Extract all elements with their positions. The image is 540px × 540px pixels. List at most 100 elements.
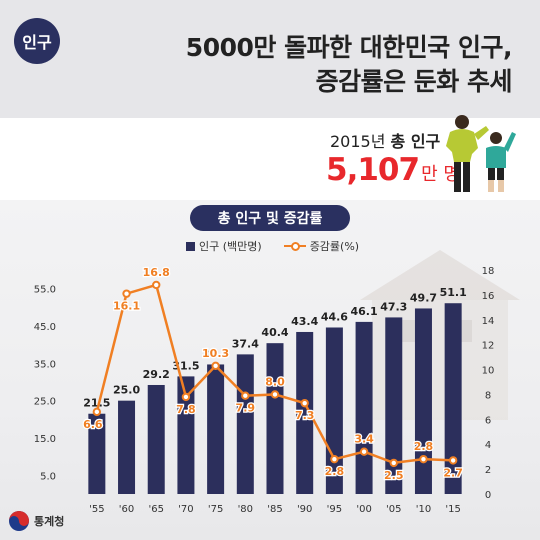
y-right-tick-label: 4 (485, 440, 491, 451)
legend-line-swatch (283, 241, 306, 251)
stat-value: 5,107 만 명 (326, 152, 460, 188)
population-bar (296, 331, 314, 494)
y-left-tick-label: 5.0 (40, 471, 56, 482)
growth-rate-labels: 6.6 16.1 16.8 7.8 10.3 7.9 8.0 7.3 2.8 3.4 2.5 2.8 2… (82, 265, 464, 483)
growth-rate-label: 6.6 (83, 418, 103, 431)
growth-rate-point (241, 391, 250, 400)
growth-rate-point (330, 454, 339, 464)
x-tick-label: '65 (148, 504, 163, 515)
growth-rate-label: 16.1 (113, 300, 140, 313)
x-tick-label: '10 (416, 504, 431, 515)
population-bar (88, 413, 106, 494)
population-bar (414, 308, 432, 494)
population-bar-label: 51.1 (440, 286, 467, 299)
population-bar-label: 44.6 (321, 310, 348, 323)
x-tick-label: '95 (327, 504, 342, 515)
growth-rate-point (211, 361, 220, 371)
y-left-tick-label: 15.0 (34, 434, 56, 445)
population-bar (266, 343, 284, 494)
x-tick-label: '05 (386, 504, 401, 515)
y-right-tick-label: 16 (482, 291, 495, 302)
population-bar-label: 49.7 (410, 291, 437, 304)
x-tick-label: '60 (119, 504, 134, 515)
y-axis-right: 0 2 4 6 8 10 12 14 16 18 (482, 266, 495, 501)
y-right-tick-label: 0 (485, 490, 491, 501)
growth-rate-point (152, 280, 161, 290)
population-bar-label: 21.5 (83, 397, 110, 410)
x-tick-label: '80 (238, 504, 253, 515)
growth-rate-label: 8.0 (265, 375, 285, 388)
legend-line-label: 증감률(%) (309, 240, 360, 253)
growth-rate-line (92, 280, 458, 468)
headline-line-1: 5000만 돌파한 대한민국 인구, (185, 33, 513, 62)
growth-rate-label: 3.4 (354, 433, 374, 446)
category-badge: 인구 (14, 18, 60, 64)
population-bar (385, 317, 403, 494)
y-right-tick-label: 14 (482, 316, 495, 327)
x-tick-label: '75 (208, 504, 223, 515)
population-bar (177, 376, 195, 494)
stat-unit: 만 명 (421, 164, 460, 185)
population-bar-label: 47.3 (380, 300, 407, 313)
growth-rate-label: 10.3 (202, 347, 229, 360)
logo-text: 통계청 (34, 515, 65, 528)
population-bar (147, 384, 165, 494)
population-bar-label: 46.1 (351, 305, 378, 318)
stat-number: 5,107 (326, 152, 420, 188)
y-right-tick-label: 18 (482, 266, 495, 277)
y-right-tick-label: 8 (485, 390, 491, 401)
chart-legend: 인구 (백만명) 증감률(%) (186, 238, 359, 254)
stat-label: 2015년 총 인구 (330, 128, 440, 152)
x-tick-label: '55 (89, 504, 104, 515)
header: 인구 5000만 돌파한 대한민국 인구, 증감률은 둔화 추세 (0, 0, 540, 118)
growth-rate-point (122, 289, 131, 298)
x-tick-label: '00 (356, 504, 371, 515)
growth-rate-point (92, 407, 102, 417)
legend-bar-label: 인구 (백만명) (199, 240, 262, 253)
growth-rate-label: 2.8 (414, 440, 434, 453)
taegeuk-logo-icon (9, 511, 29, 531)
y-left-tick-label: 35.0 (34, 359, 56, 370)
growth-rate-point (359, 447, 369, 456)
growth-rate-label: 7.3 (295, 409, 315, 422)
growth-rate-label: 7.9 (236, 402, 256, 415)
population-bar (444, 303, 462, 494)
population-bar (118, 400, 136, 494)
x-tick-label: '85 (267, 504, 282, 515)
population-bar-label: 43.4 (291, 315, 318, 328)
growth-rate-point (270, 390, 280, 399)
growth-rate-label: 16.8 (143, 266, 170, 279)
population-bar (236, 354, 254, 494)
growth-rate-point (389, 458, 398, 468)
growth-rate-point (181, 392, 191, 402)
stat-caption: 총 인구 (390, 132, 441, 151)
y-axis-left: 5.0 15.0 25.0 35.0 45.0 55.0 (34, 285, 56, 483)
stat-year: 2015년 (330, 132, 386, 151)
logo: 통계청 (8, 510, 64, 532)
population-stat-panel: 2015년 총 인구 5,107 만 명 (0, 118, 540, 200)
y-right-tick-label: 12 (482, 341, 495, 352)
growth-rate-point (419, 454, 428, 464)
population-bar (207, 364, 225, 494)
x-axis: '55 '60 '65 '70 '75 '80 '85 '90 '95 '00 '05 '10 '15 (89, 504, 461, 515)
growth-rate-point (448, 456, 458, 465)
population-bar-label: 29.2 (143, 368, 170, 381)
legend-bar-swatch (186, 241, 195, 251)
y-right-tick-label: 10 (482, 366, 495, 377)
chart-title: 총 인구 및 증감률 (190, 205, 350, 231)
population-bar-label: 25.0 (113, 384, 140, 397)
population-bar-label: 34.7 (202, 347, 229, 360)
growth-rate-point (300, 398, 309, 408)
population-bar (355, 321, 373, 494)
y-left-tick-label: 45.0 (34, 322, 56, 333)
population-bar-label: 40.4 (261, 326, 288, 339)
growth-rate-label: 2.7 (443, 466, 463, 479)
population-bars (88, 303, 462, 494)
headline-line-2: 증감률은 둔화 추세 (315, 67, 513, 96)
x-tick-label: '90 (297, 504, 312, 515)
y-right-tick-label: 2 (485, 465, 491, 476)
house-decoration (360, 250, 520, 420)
growth-rate-label: 2.8 (325, 465, 345, 478)
